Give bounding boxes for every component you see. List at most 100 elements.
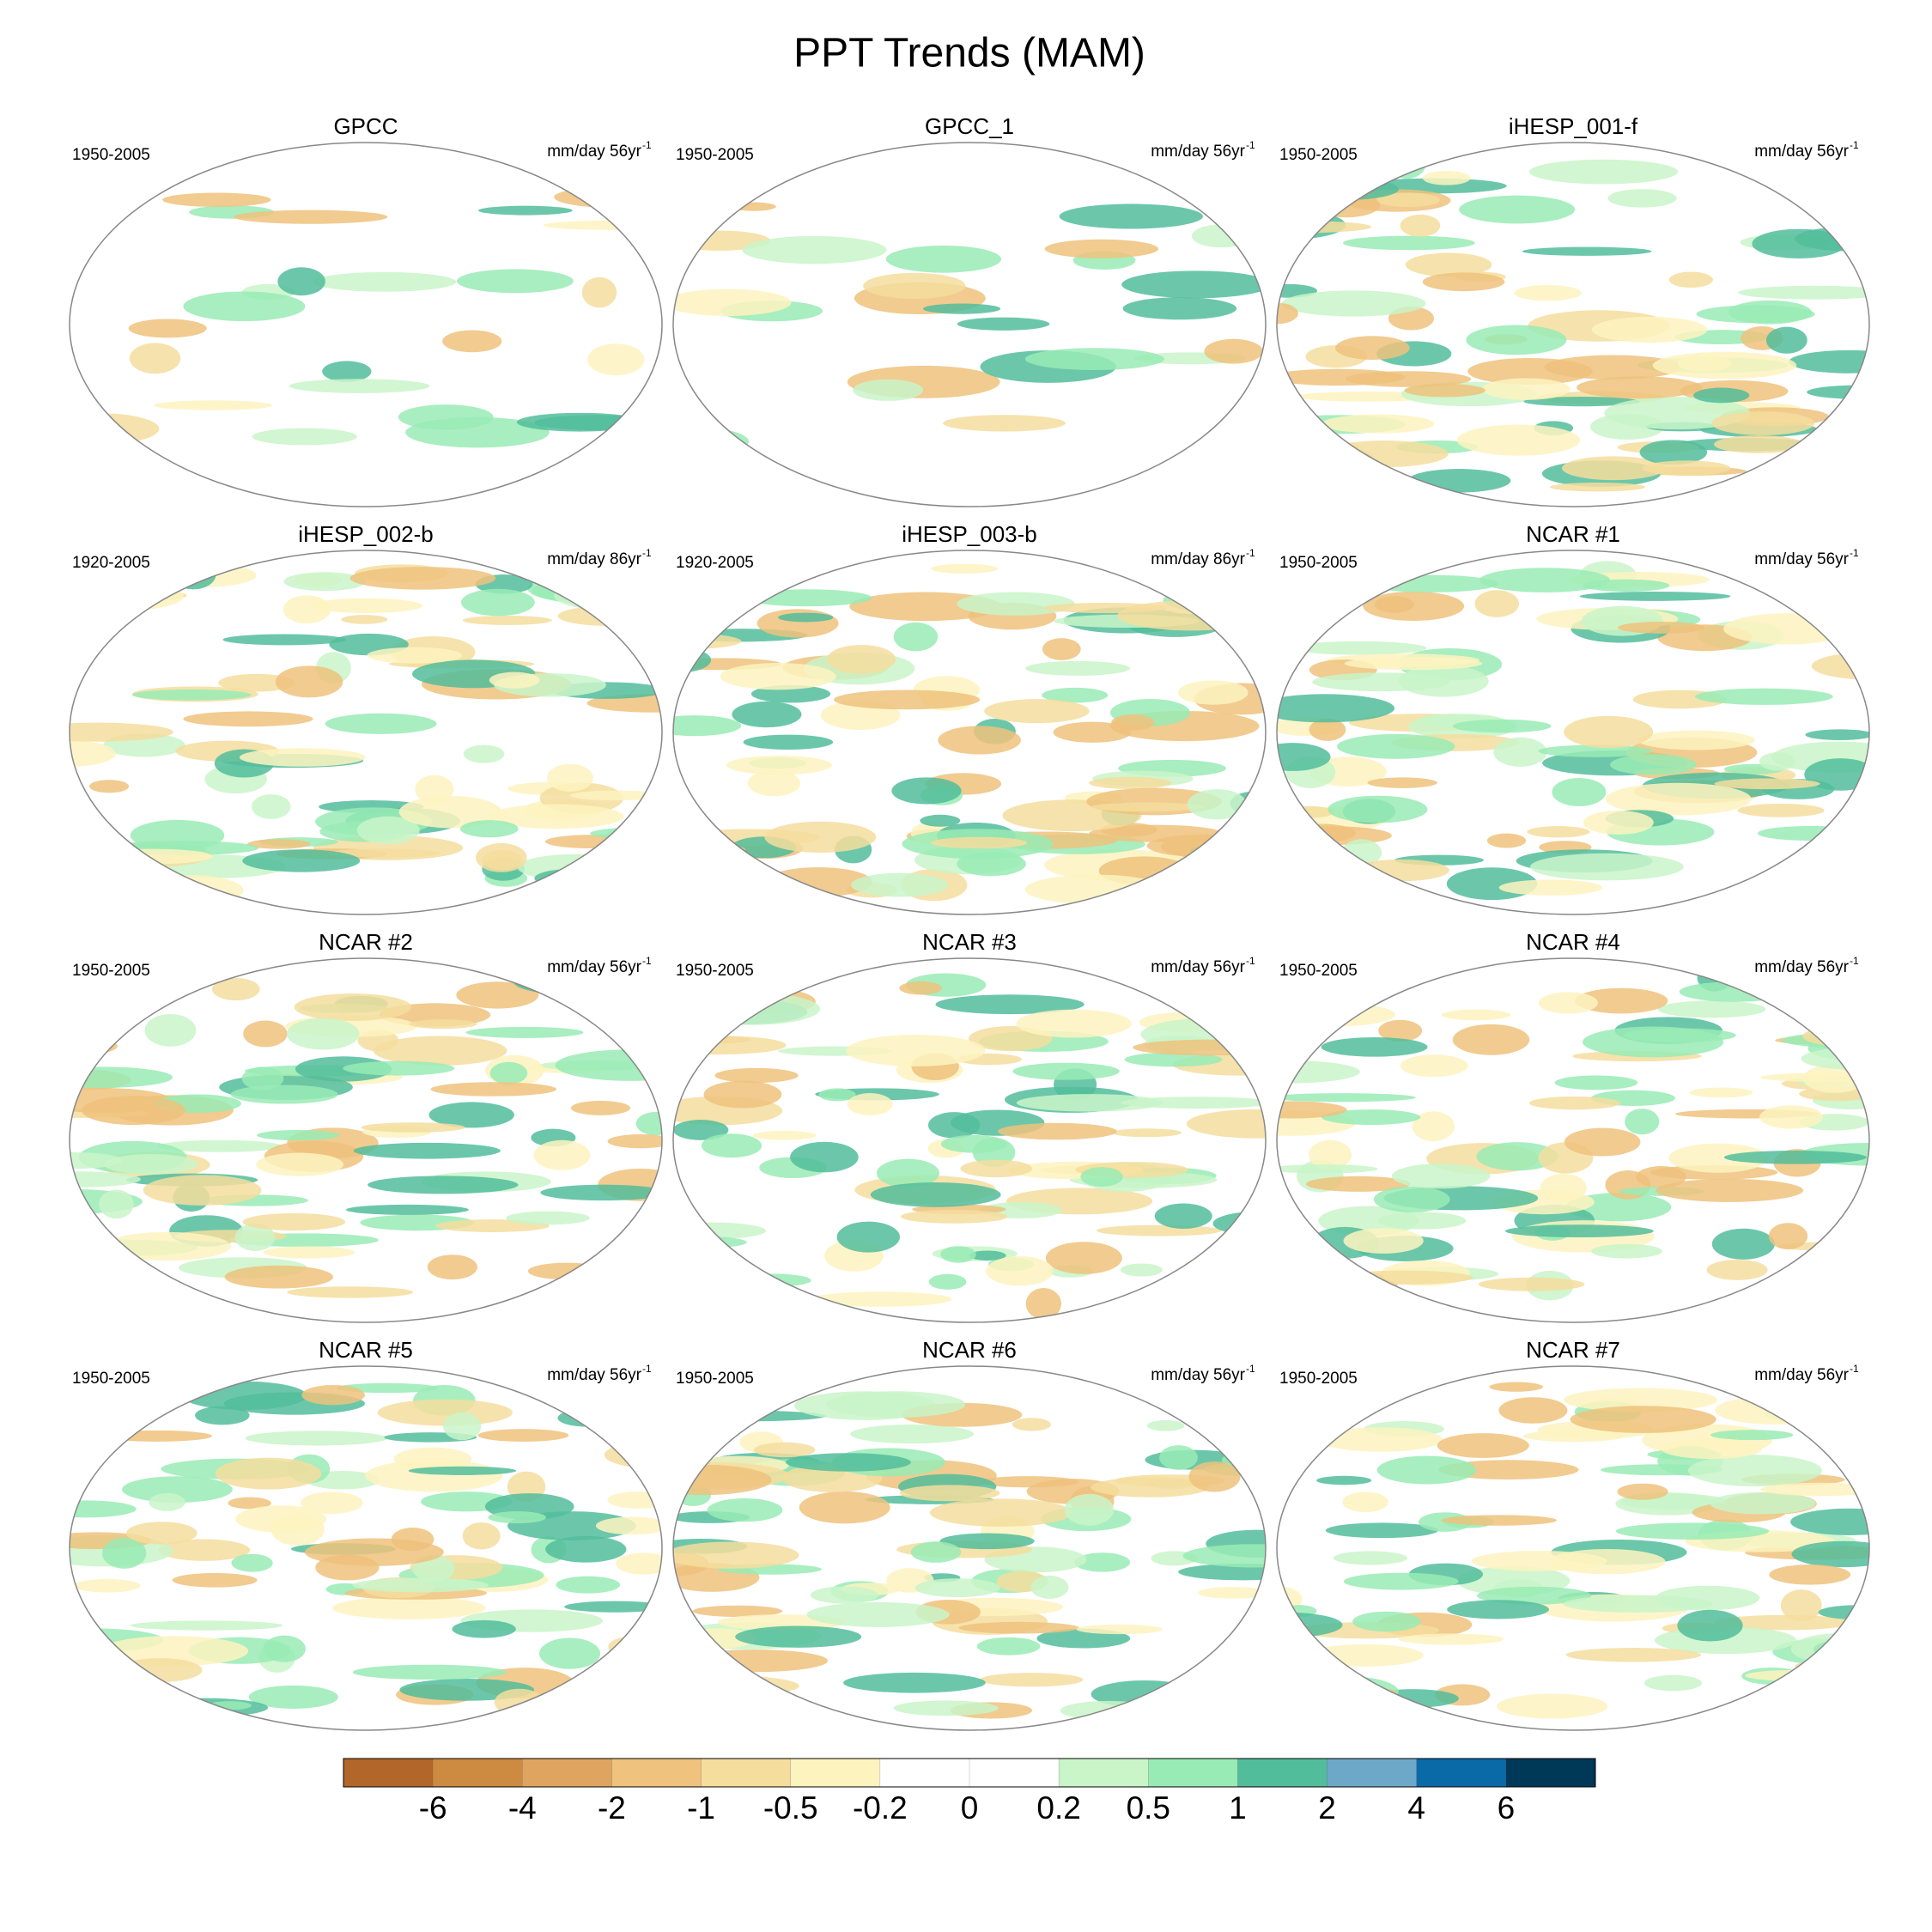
- field-blob: [1549, 483, 1646, 492]
- units-exponent: -1: [1850, 139, 1859, 151]
- field-blob: [1316, 1475, 1372, 1485]
- field-blob: [1570, 1406, 1716, 1433]
- field-blob: [1204, 338, 1263, 364]
- field-blob: [1498, 1397, 1568, 1424]
- field-blob: [1615, 1522, 1770, 1540]
- field-blob: [1790, 1632, 1869, 1665]
- field-blob: [1795, 227, 1869, 252]
- field-blob: [516, 412, 643, 432]
- field-blob: [957, 317, 1050, 331]
- field-blob: [1282, 178, 1400, 201]
- field-blob: [1309, 1139, 1352, 1170]
- field-blob: [811, 1586, 879, 1604]
- field-blob: [377, 1399, 513, 1426]
- field-blob: [602, 1400, 662, 1426]
- field-blob: [488, 1511, 546, 1524]
- field-blob: [1400, 1054, 1468, 1078]
- field-blob: [1657, 1000, 1766, 1018]
- field-blob: [1412, 1111, 1455, 1142]
- map-outline: [69, 1365, 663, 1731]
- field-blob: [277, 267, 325, 296]
- field-blob: [673, 1282, 743, 1303]
- field-blob: [1321, 414, 1435, 434]
- period-label: 1920-2005: [676, 554, 754, 572]
- field-blob: [1577, 376, 1703, 399]
- field-blob: [368, 1176, 519, 1194]
- panel-title: GPCC: [333, 113, 398, 139]
- field-blob: [1693, 387, 1750, 404]
- field-blob: [1807, 385, 1869, 399]
- field-blob: [70, 992, 147, 1017]
- field-blob: [393, 1447, 472, 1471]
- field-blob: [208, 1701, 252, 1710]
- field-blob: [118, 1657, 203, 1682]
- units-exponent: -1: [642, 1363, 652, 1375]
- field-blob: [1285, 1267, 1344, 1277]
- field-blob: [1774, 977, 1869, 988]
- map-field: [673, 202, 1266, 457]
- field-blob: [1471, 1551, 1607, 1571]
- field-blob: [1277, 864, 1318, 883]
- field-blob: [294, 993, 412, 1021]
- field-blob: [1529, 853, 1684, 881]
- field-blob: [863, 272, 966, 300]
- field-blob: [1343, 1228, 1424, 1254]
- field-blob: [1337, 733, 1455, 759]
- units-label: mm/day 56yr: [547, 1366, 641, 1384]
- field-blob: [1605, 782, 1752, 816]
- field-blob: [1025, 660, 1130, 676]
- field-blob: [1133, 1039, 1266, 1056]
- panel-title: NCAR #6: [922, 1337, 1017, 1363]
- colorbar-box: [969, 1759, 1060, 1787]
- field-blob: [242, 849, 361, 872]
- units-label: mm/day 56yr: [1754, 143, 1849, 161]
- field-blob: [1407, 469, 1511, 493]
- colorbar-label: -2: [598, 1790, 626, 1826]
- field-blob: [607, 1491, 662, 1509]
- field-blob: [1814, 1640, 1864, 1659]
- field-blob: [283, 595, 331, 624]
- field-blob: [1522, 246, 1652, 256]
- field-blob: [70, 1151, 123, 1170]
- field-blob: [1030, 1575, 1069, 1599]
- field-blob: [557, 1409, 617, 1427]
- field-blob: [1504, 1224, 1654, 1238]
- field-blob: [977, 1476, 1079, 1488]
- field-blob: [233, 210, 388, 224]
- field-blob: [93, 848, 214, 865]
- field-blob: [1277, 1164, 1378, 1174]
- field-blob: [1759, 1105, 1824, 1129]
- field-blob: [1562, 456, 1666, 481]
- field-blob: [428, 1102, 514, 1128]
- field-blob: [183, 291, 306, 322]
- map-field: [1277, 147, 1869, 502]
- field-blob: [1177, 680, 1249, 705]
- field-blob: [82, 1096, 185, 1126]
- field-blob: [554, 186, 662, 209]
- field-blob: [409, 1019, 477, 1030]
- field-blob: [124, 1692, 195, 1724]
- field-blob: [1405, 252, 1492, 277]
- field-blob: [836, 1221, 901, 1253]
- field-blob: [286, 1018, 360, 1050]
- field-blob: [257, 1130, 340, 1141]
- field-blob: [1117, 600, 1266, 631]
- colorbar-box: [1327, 1759, 1417, 1787]
- field-blob: [1188, 1461, 1241, 1492]
- field-blob: [707, 1498, 783, 1522]
- field-blob: [182, 1381, 307, 1410]
- field-blob: [850, 1425, 975, 1444]
- field-blob: [1146, 1419, 1185, 1431]
- field-blob: [548, 978, 659, 1001]
- field-blob: [1121, 270, 1266, 299]
- field-blob: [128, 319, 207, 338]
- field-blob: [478, 205, 573, 216]
- field-blob: [544, 835, 640, 849]
- field-blob: [1012, 1418, 1051, 1431]
- field-blob: [587, 343, 645, 376]
- field-blob: [1765, 326, 1807, 354]
- field-blob: [1194, 1388, 1266, 1419]
- field-blob: [398, 795, 502, 829]
- field-blob: [1124, 1052, 1223, 1067]
- units-exponent: -1: [1850, 547, 1859, 559]
